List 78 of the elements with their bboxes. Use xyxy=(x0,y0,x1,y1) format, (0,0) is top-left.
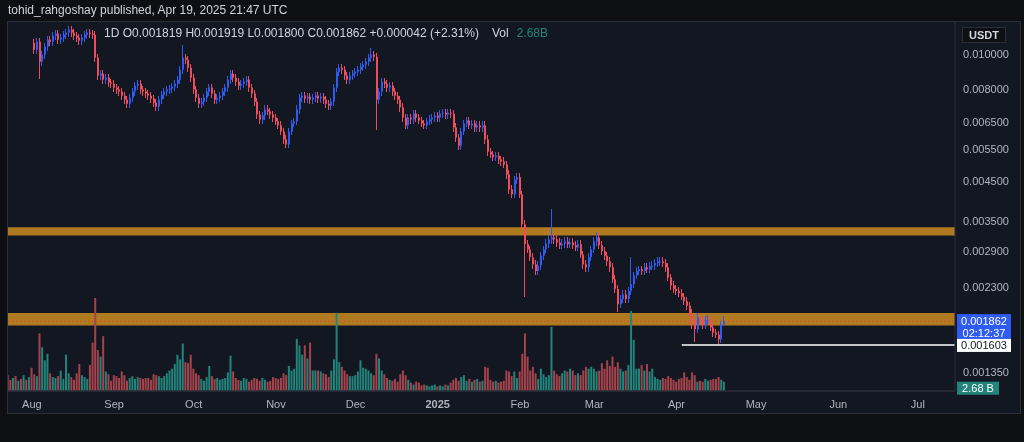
bar xyxy=(102,336,105,391)
x-tick-label: Oct xyxy=(185,398,203,410)
x-tick-label: Dec xyxy=(345,398,366,410)
bar xyxy=(112,375,115,391)
bar xyxy=(340,366,343,391)
bar xyxy=(303,345,306,391)
bar xyxy=(168,370,171,391)
bar xyxy=(351,376,354,391)
candlestick xyxy=(479,120,481,133)
bar xyxy=(404,375,407,391)
bar xyxy=(86,378,89,391)
bar xyxy=(375,353,378,391)
bar xyxy=(327,377,330,391)
bar xyxy=(295,338,298,391)
bar xyxy=(343,370,346,391)
bar xyxy=(176,354,179,391)
bar xyxy=(123,375,126,391)
bar xyxy=(165,373,168,391)
bar xyxy=(171,368,174,391)
bar xyxy=(287,365,290,391)
bar xyxy=(78,364,81,391)
bar xyxy=(290,370,293,391)
bar xyxy=(49,373,52,391)
chart-title: 1D O0.001819 H0.001919 L0.001800 C0.001862 +0.000042 (+2.31%) xyxy=(104,26,479,40)
x-tick-label: Aug xyxy=(22,398,42,410)
x-tick-label: Mar xyxy=(584,398,605,410)
bar xyxy=(367,370,370,391)
bar xyxy=(306,358,309,391)
bar xyxy=(282,373,285,391)
bar xyxy=(383,374,386,391)
bar xyxy=(229,355,232,391)
bar xyxy=(184,362,187,391)
x-tick-label: May xyxy=(745,398,767,410)
bar xyxy=(94,298,97,391)
bar xyxy=(401,370,404,391)
bar xyxy=(134,378,136,391)
bar xyxy=(309,342,312,391)
x-tick-label: Nov xyxy=(266,398,287,410)
x-tick-label: Jun xyxy=(829,398,848,410)
bar xyxy=(65,354,68,391)
bar xyxy=(232,371,235,391)
bar xyxy=(99,356,102,391)
bar xyxy=(378,358,381,391)
bar xyxy=(399,374,402,391)
bar xyxy=(41,347,44,391)
bar xyxy=(271,377,274,391)
bar xyxy=(210,376,213,391)
bar xyxy=(51,377,54,391)
x-tick-label: Sep xyxy=(104,398,124,410)
bar xyxy=(59,370,62,391)
x-tick-label: Jul xyxy=(910,398,925,410)
bar xyxy=(311,370,314,391)
bar xyxy=(115,376,118,391)
bar xyxy=(83,377,86,391)
x-tick-label: Apr xyxy=(667,398,686,410)
bar xyxy=(274,377,277,391)
x-tick-label: 2025 xyxy=(425,398,450,410)
bar xyxy=(359,360,362,391)
bar xyxy=(208,365,211,391)
bar xyxy=(354,375,357,391)
bar xyxy=(144,377,147,391)
bar xyxy=(80,375,83,391)
bar xyxy=(335,312,338,391)
bar xyxy=(46,353,49,391)
text: tohid_rahgoshay published, Apr 19, 2025 21:47 UTC xyxy=(8,3,288,17)
bar xyxy=(221,378,224,391)
bar xyxy=(189,354,192,391)
bar xyxy=(163,376,166,391)
bar xyxy=(242,377,245,391)
bar xyxy=(285,375,288,391)
bar xyxy=(181,343,184,391)
x-tick-label: Feb xyxy=(510,398,530,410)
bar xyxy=(120,371,123,391)
bar xyxy=(131,376,134,391)
bar xyxy=(152,374,155,391)
bar xyxy=(38,333,41,391)
bar xyxy=(253,377,256,391)
bar xyxy=(160,377,163,391)
